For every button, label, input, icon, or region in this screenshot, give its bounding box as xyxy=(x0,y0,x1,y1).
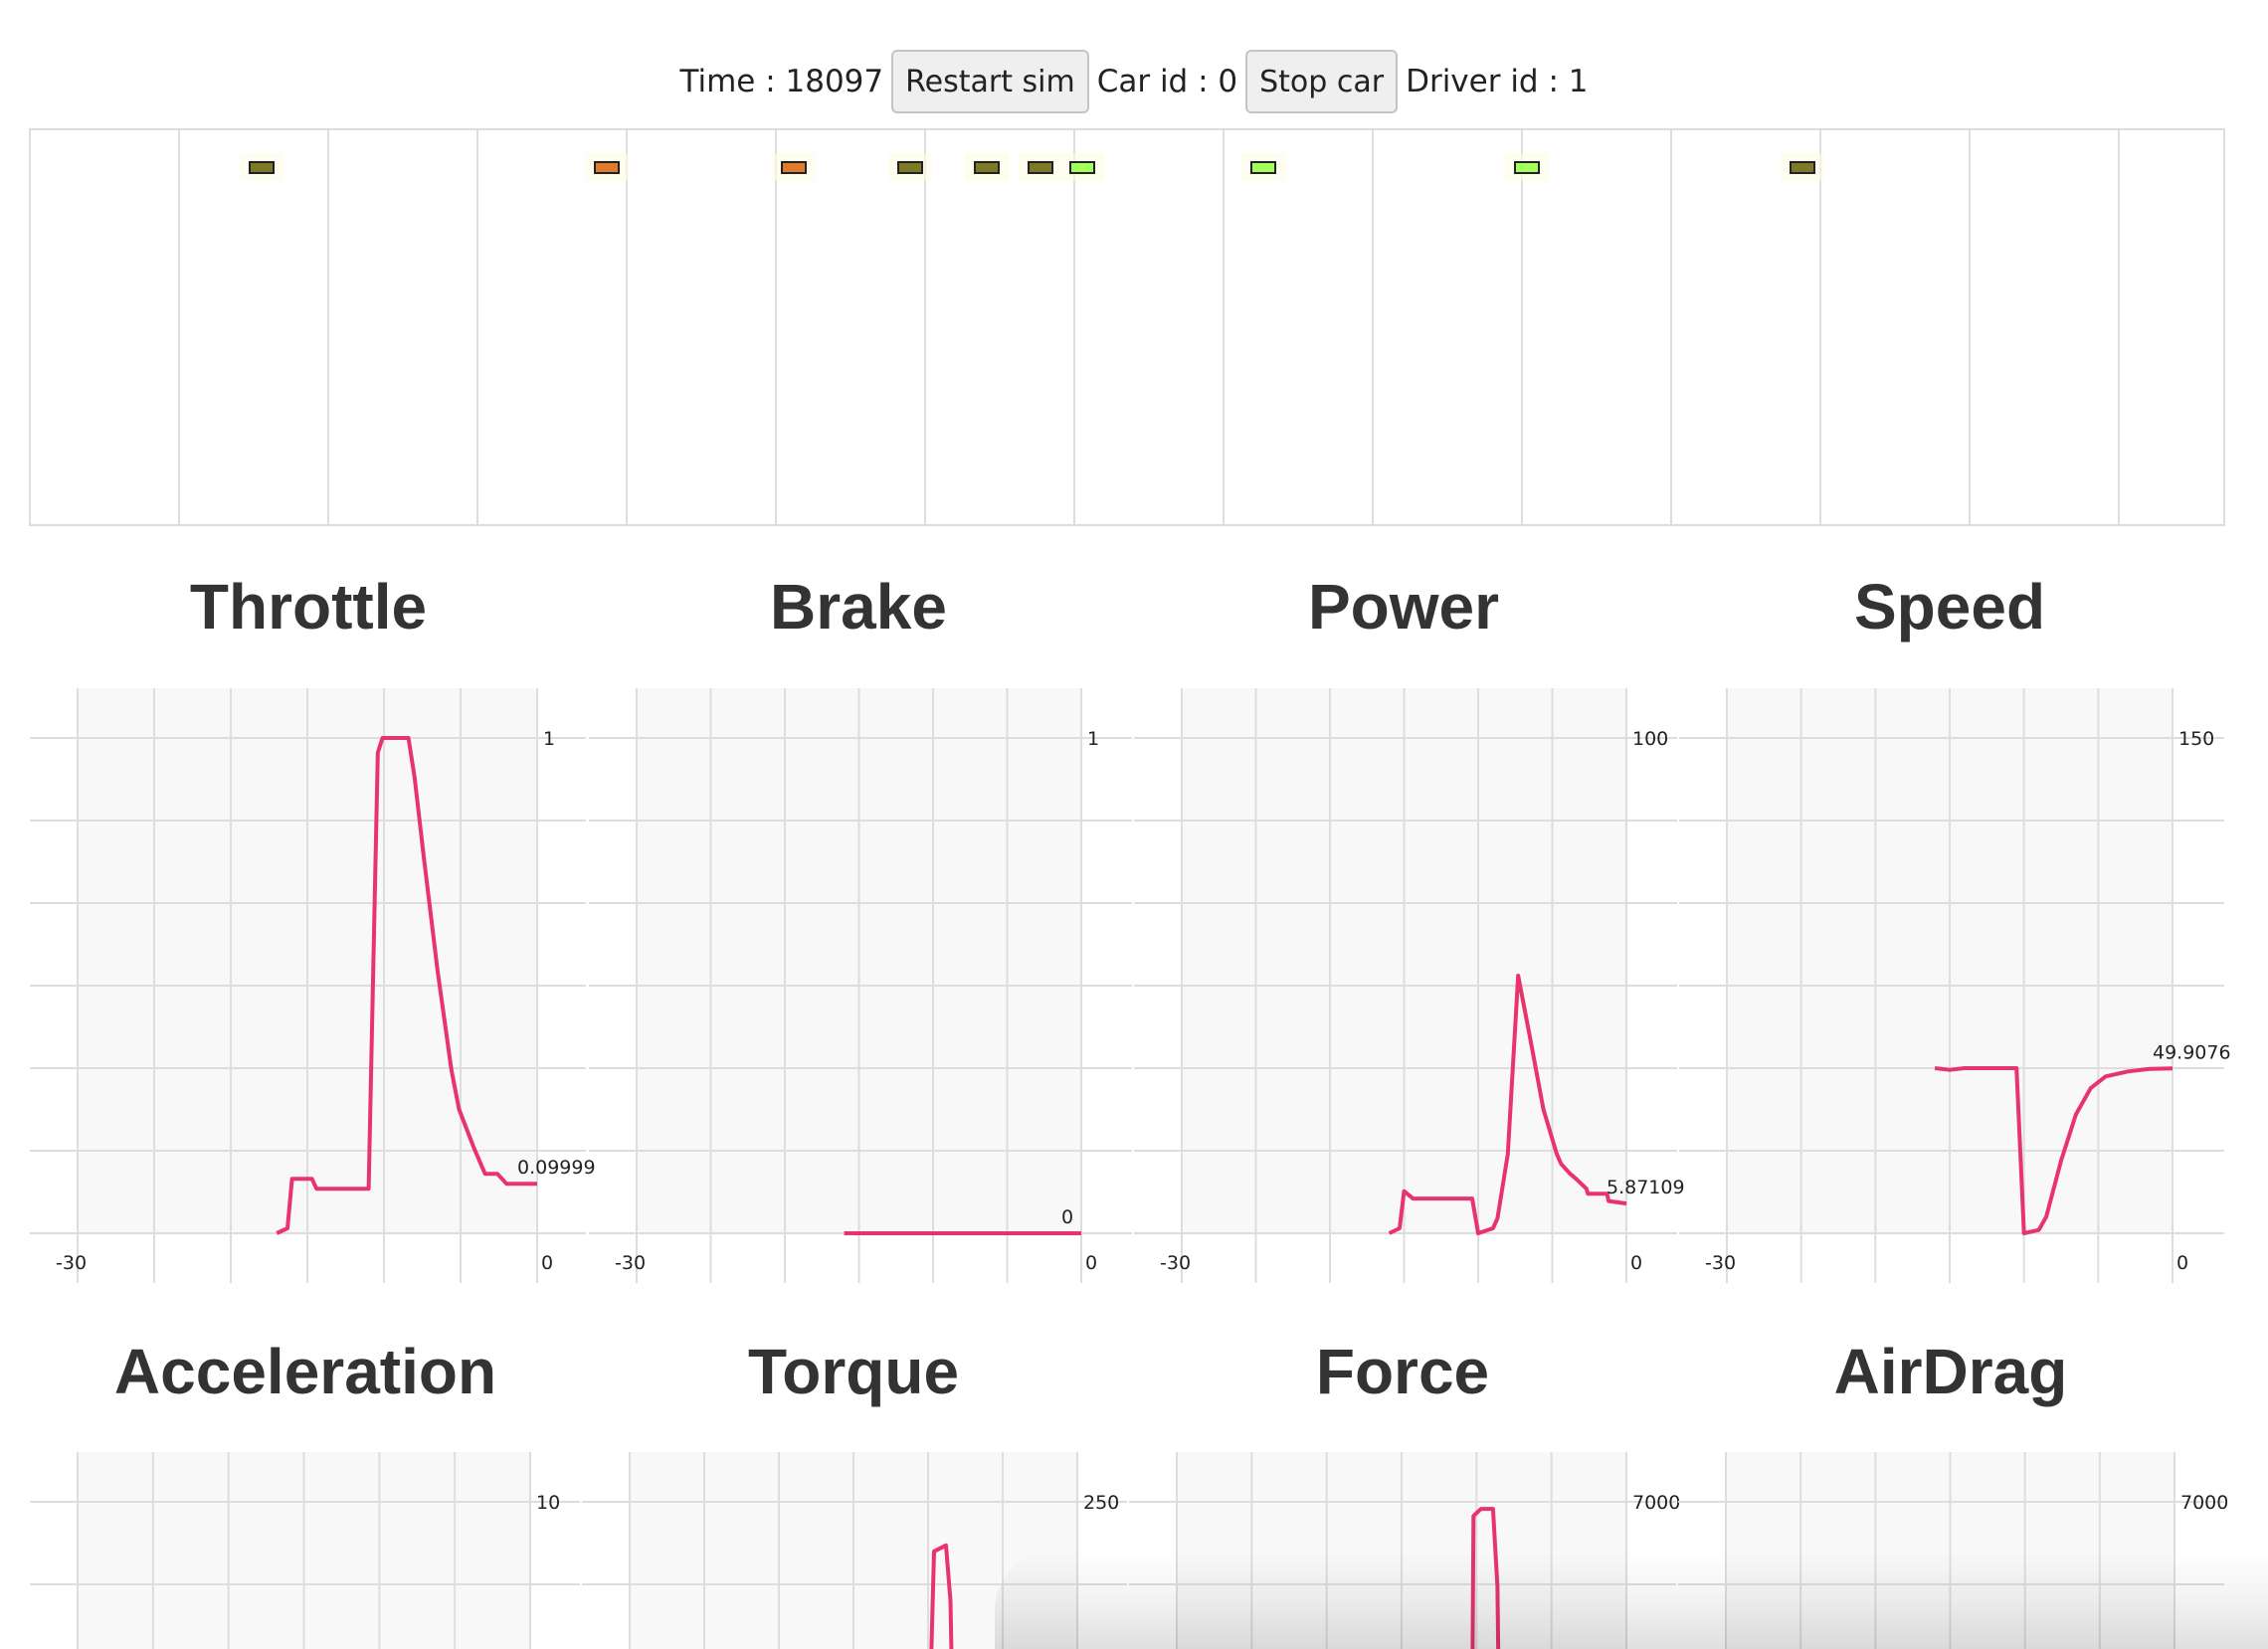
car-marker[interactable] xyxy=(888,153,932,181)
x-tick-label-brake: -30 xyxy=(615,1252,646,1274)
chart-speed: 150 -30 0 49.9076 xyxy=(1679,688,2231,1283)
chart-title-speed: Speed xyxy=(1853,571,2046,642)
chart-throttle: 1 -30 0 0.09999 xyxy=(30,688,596,1283)
restart-sim-button[interactable]: Restart sim xyxy=(891,50,1089,113)
car-marker[interactable] xyxy=(1505,153,1549,181)
chart-title-throttle: Throttle xyxy=(189,571,428,642)
current-value-label-brake: 0 xyxy=(1061,1206,1073,1228)
x-tick-label-brake: 0 xyxy=(1085,1252,1097,1274)
x-tick-label-power: -30 xyxy=(1160,1252,1191,1274)
car-marker[interactable] xyxy=(1781,153,1824,181)
y-top-label-brake: 1 xyxy=(1087,728,1099,750)
car-marker[interactable] xyxy=(965,153,1009,181)
y-top-label-power: 100 xyxy=(1632,728,1668,750)
chart-force: 7000 xyxy=(1129,1452,1680,1649)
chart-title-acceleration: Acceleration xyxy=(113,1336,497,1407)
car-marker[interactable] xyxy=(240,153,284,181)
sim-toolbar: Time : 18097 Restart sim Car id : 0 Stop… xyxy=(0,48,2268,115)
x-tick-label-power: 0 xyxy=(1630,1252,1642,1274)
car-id-value: 0 xyxy=(1218,64,1238,99)
time-value: 18097 xyxy=(785,64,884,99)
y-top-label-torque: 250 xyxy=(1083,1492,1119,1514)
car-marker[interactable] xyxy=(585,153,629,181)
series-line-speed xyxy=(1934,1066,2174,1235)
series-line-force xyxy=(1470,1507,1501,1649)
chart-acceleration: 10 xyxy=(30,1452,580,1649)
series-line-power xyxy=(1388,974,1627,1235)
y-top-label-throttle: 1 xyxy=(543,728,555,750)
current-value-label-speed: 49.9076 xyxy=(2153,1041,2231,1063)
chart-title-brake: Brake xyxy=(770,571,947,642)
y-top-label-speed: 150 xyxy=(2178,728,2214,750)
stop-car-button[interactable]: Stop car xyxy=(1245,50,1399,113)
time-label: Time : xyxy=(679,64,786,99)
car-marker[interactable] xyxy=(772,153,816,181)
driver-id-label: Driver id : xyxy=(1406,64,1569,99)
y-top-label-airdrag: 7000 xyxy=(2180,1492,2228,1514)
chart-title-torque: Torque xyxy=(747,1336,960,1407)
x-tick-label-speed: -30 xyxy=(1705,1252,1736,1274)
chart-power: 100 -30 0 5.87109 xyxy=(1134,688,1685,1283)
current-value-label-power: 5.87109 xyxy=(1606,1177,1685,1198)
y-top-label-force: 7000 xyxy=(1632,1492,1680,1514)
chart-torque: 250 xyxy=(582,1452,1127,1649)
series-line-torque xyxy=(929,1543,954,1649)
chart-title-force: Force xyxy=(1315,1336,1490,1407)
car-marker[interactable] xyxy=(1019,153,1062,181)
track-view xyxy=(29,128,2225,526)
series-line-throttle xyxy=(276,736,537,1235)
car-id-label: Car id : xyxy=(1096,64,1219,99)
x-tick-label-speed: 0 xyxy=(2176,1252,2188,1274)
y-top-label-acceleration: 10 xyxy=(536,1492,560,1514)
x-tick-label-throttle: -30 xyxy=(56,1252,87,1274)
x-tick-label-throttle: 0 xyxy=(541,1252,553,1274)
chart-airdrag: 7000 xyxy=(1678,1452,2228,1649)
chart-title-airdrag: AirDrag xyxy=(1833,1336,2068,1407)
bottom-shade-overlay xyxy=(995,1552,2268,1649)
driver-id-value: 1 xyxy=(1568,64,1589,99)
current-value-label-throttle: 0.09999 xyxy=(517,1157,596,1179)
car-marker[interactable] xyxy=(1241,153,1285,181)
car-marker[interactable] xyxy=(1060,153,1104,181)
chart-title-power: Power xyxy=(1307,571,1500,642)
chart-brake: 1 -30 0 0 xyxy=(589,688,1132,1283)
